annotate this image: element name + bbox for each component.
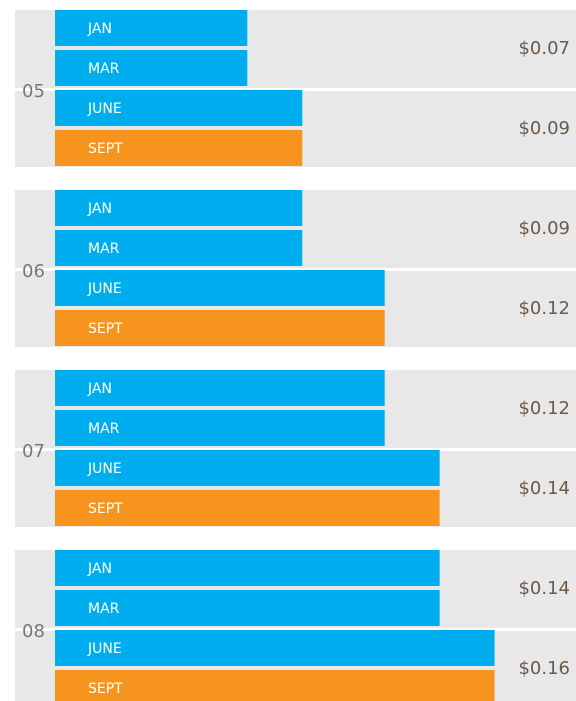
bar-label: JUNE	[87, 101, 122, 117]
pair-separator	[15, 268, 576, 271]
bar-label: JAN	[87, 21, 112, 37]
bar-label: MAR	[88, 241, 120, 257]
bar-label: MAR	[88, 421, 120, 437]
bar	[55, 190, 303, 226]
bar-label: SEPT	[88, 321, 123, 337]
bar	[55, 630, 495, 666]
bar-label: JAN	[87, 201, 112, 217]
pair-separator	[15, 448, 576, 451]
bar	[55, 310, 385, 346]
group-label: 07	[22, 441, 45, 462]
value-label: $0.16	[518, 658, 570, 679]
value-label: $0.14	[518, 578, 570, 599]
bar	[55, 490, 440, 526]
bar-label: JUNE	[87, 281, 122, 297]
bar-label: JUNE	[87, 461, 122, 477]
bar-label: SEPT	[88, 501, 123, 517]
bar	[55, 130, 303, 166]
bar	[55, 410, 385, 446]
bar-label: MAR	[88, 601, 120, 617]
group-label: 08	[22, 621, 45, 642]
group-label: 06	[22, 261, 45, 282]
bar	[55, 230, 303, 266]
bar	[55, 270, 385, 306]
bar	[55, 90, 303, 126]
bar-label: MAR	[88, 61, 120, 77]
value-label: $0.14	[518, 478, 570, 499]
bar-label: JAN	[87, 381, 112, 397]
value-label: $0.12	[518, 298, 570, 319]
bar-label: SEPT	[88, 681, 123, 697]
value-label: $0.09	[518, 218, 570, 239]
bar-label: JAN	[87, 561, 112, 577]
bar	[55, 670, 495, 701]
value-label: $0.09	[518, 118, 570, 139]
value-label: $0.07	[518, 38, 570, 59]
bar	[55, 50, 248, 86]
bar-label: JUNE	[87, 641, 122, 657]
pair-separator	[15, 88, 576, 91]
bar	[55, 450, 440, 486]
group-label: 05	[22, 81, 45, 102]
value-label: $0.12	[518, 398, 570, 419]
bar	[55, 590, 440, 626]
bar-label: SEPT	[88, 141, 123, 157]
pair-separator	[15, 628, 576, 631]
bar	[55, 550, 440, 586]
bar	[55, 370, 385, 406]
bar	[55, 10, 248, 46]
